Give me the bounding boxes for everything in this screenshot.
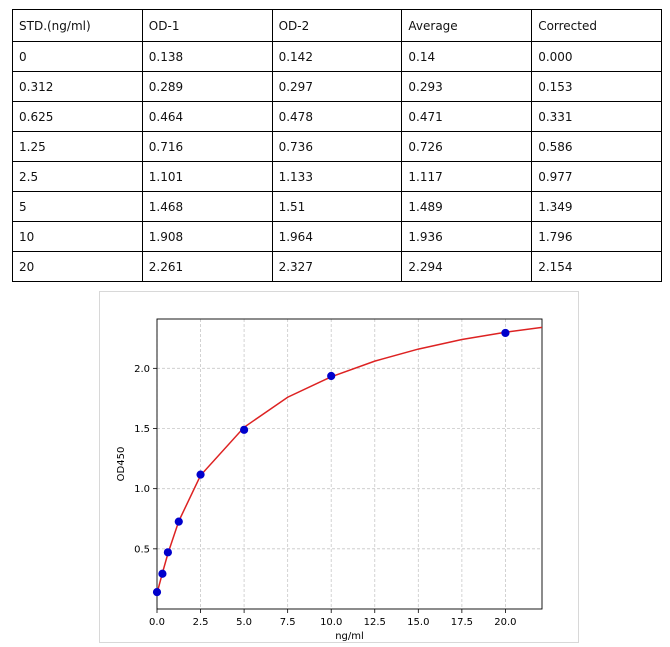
x-axis-label: ng/ml — [335, 631, 364, 642]
y-tick-label: 2.0 — [134, 364, 150, 375]
y-axis-label: OD450 — [116, 447, 127, 482]
cell-std: 0.625 — [12, 101, 143, 132]
table-row: 10 1.908 1.964 1.936 1.796 — [12, 221, 662, 252]
x-tick-label: 12.5 — [364, 617, 386, 628]
y-tick-label: 0.5 — [134, 544, 150, 555]
cell-od2: 0.736 — [271, 131, 403, 162]
cell-od2: 1.964 — [271, 221, 403, 252]
cell-corrected: 0.153 — [531, 71, 662, 102]
data-point — [158, 569, 167, 578]
cell-std: 5 — [12, 191, 143, 222]
table-header-row: STD.(ng/ml) OD-1 OD-2 Average Corrected — [12, 9, 662, 42]
data-point — [152, 588, 162, 597]
cell-average: 0.14 — [401, 41, 533, 72]
x-tick-label: 7.5 — [280, 617, 296, 628]
cell-od1: 0.138 — [141, 41, 273, 72]
plot-frame — [156, 318, 543, 610]
cell-od1: 0.464 — [141, 101, 273, 132]
data-point — [163, 548, 172, 557]
cell-od2: 0.142 — [271, 41, 403, 72]
cell-corrected: 0.331 — [531, 101, 662, 132]
x-tick-label: 20.0 — [494, 617, 516, 628]
cell-average: 0.293 — [401, 71, 533, 102]
x-tick-label: 0.0 — [149, 617, 165, 628]
cell-corrected: 0.000 — [531, 41, 662, 72]
table-body: 0 0.138 0.142 0.14 0.000 0.312 0.289 0.297 0.293… — [12, 41, 662, 282]
cell-corrected: 1.796 — [531, 221, 662, 252]
header-std: STD.(ng/ml) — [12, 9, 143, 42]
standard-table-container: STD.(ng/ml) OD-1 OD-2 Average Corrected … — [12, 9, 662, 282]
data-point — [174, 517, 183, 526]
table-row: 1.25 0.716 0.736 0.726 0.586 — [12, 131, 662, 162]
data-point — [240, 425, 249, 434]
cell-od2: 1.51 — [271, 191, 403, 222]
cell-std: 0.312 — [12, 71, 143, 102]
cell-average: 1.936 — [401, 221, 533, 252]
table-row: 0 0.138 0.142 0.14 0.000 — [12, 41, 662, 72]
cell-std: 2.5 — [12, 161, 143, 192]
cell-average: 0.726 — [401, 131, 533, 162]
cell-od2: 1.133 — [271, 161, 403, 192]
cell-std: 0 — [12, 41, 143, 72]
header-od2: OD-2 — [271, 9, 403, 42]
data-point — [196, 470, 205, 479]
cell-average: 0.471 — [401, 101, 533, 132]
cell-corrected: 1.349 — [531, 191, 662, 222]
cell-std: 20 — [12, 251, 143, 282]
cell-od1: 1.468 — [141, 191, 273, 222]
cell-average: 1.117 — [401, 161, 533, 192]
table-row: 0.312 0.289 0.297 0.293 0.153 — [12, 71, 662, 102]
x-tick-label: 15.0 — [407, 617, 429, 628]
cell-od2: 2.327 — [271, 251, 403, 282]
cell-corrected: 0.586 — [531, 131, 662, 162]
cell-average: 2.294 — [401, 251, 533, 282]
x-tick-label: 17.5 — [451, 617, 473, 628]
standard-curve-table: STD.(ng/ml) OD-1 OD-2 Average Corrected … — [12, 9, 662, 282]
x-tick-label: 5.0 — [236, 617, 252, 628]
header-od1: OD-1 — [141, 9, 273, 42]
fit-curve-line — [157, 326, 542, 594]
cell-od1: 1.101 — [141, 161, 273, 192]
table-row: 0.625 0.464 0.478 0.471 0.331 — [12, 101, 662, 132]
header-average: Average — [401, 9, 533, 42]
cell-average: 1.489 — [401, 191, 533, 222]
cell-corrected: 0.977 — [531, 161, 662, 192]
x-tick-label: 10.0 — [320, 617, 342, 628]
cell-std: 1.25 — [12, 131, 143, 162]
table-row: 20 2.261 2.327 2.294 2.154 — [12, 251, 662, 282]
cell-corrected: 2.154 — [531, 251, 662, 282]
data-point — [501, 328, 510, 338]
chart-svg: 0.0 2.5 5.0 7.5 10.0 12.5 15.0 17.5 20.0 0.5 1.0 1.… — [116, 318, 543, 642]
x-tick-label: 2.5 — [193, 617, 209, 628]
cell-std: 10 — [12, 221, 143, 252]
data-point — [327, 371, 336, 381]
standard-curve-chart: 0.0 2.5 5.0 7.5 10.0 12.5 15.0 17.5 20.0 0.5 1.0 1.… — [99, 291, 579, 643]
cell-od1: 1.908 — [141, 221, 273, 252]
cell-od1: 0.716 — [141, 131, 273, 162]
y-tick-label: 1.5 — [134, 424, 150, 435]
header-corrected: Corrected — [531, 9, 662, 42]
cell-od2: 0.478 — [271, 101, 403, 132]
cell-od1: 2.261 — [141, 251, 273, 282]
cell-od1: 0.289 — [141, 71, 273, 102]
table-row: 2.5 1.101 1.133 1.117 0.977 — [12, 161, 662, 192]
table-row: 5 1.468 1.51 1.489 1.349 — [12, 191, 662, 222]
y-tick-label: 1.0 — [134, 484, 150, 495]
cell-od2: 0.297 — [271, 71, 403, 102]
